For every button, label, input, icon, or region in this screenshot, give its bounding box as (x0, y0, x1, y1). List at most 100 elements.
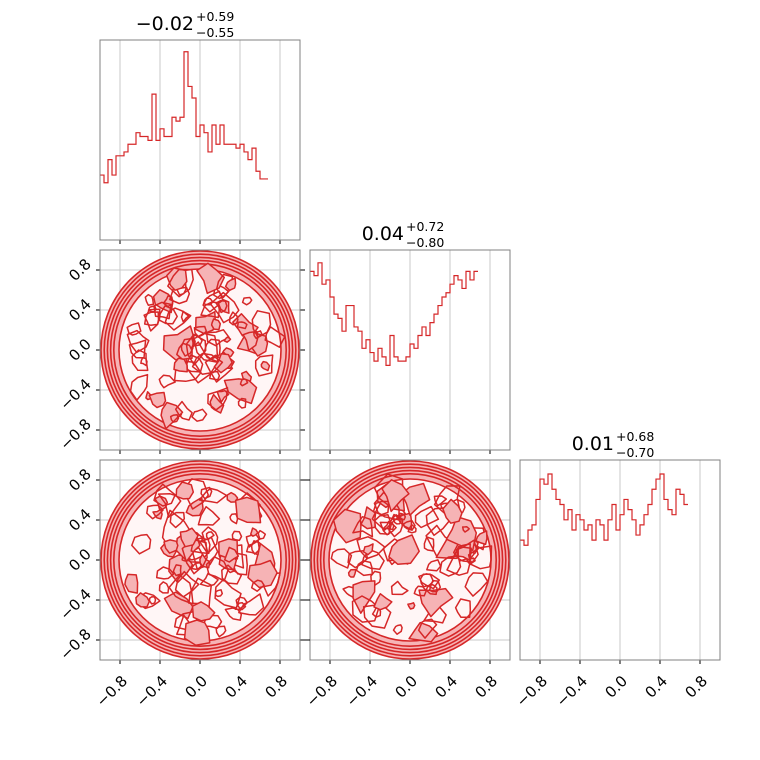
contour-loop (155, 566, 175, 580)
contour-loop (197, 505, 221, 526)
x-tick-label: 0.8 (261, 672, 291, 702)
contour-loop (198, 487, 228, 504)
contour-loop (388, 534, 420, 565)
contour-loop (168, 574, 194, 605)
contour-ring (109, 259, 291, 441)
contour-loop (135, 592, 151, 608)
y-tick-label: −0.8 (56, 625, 94, 663)
contour-loop (158, 374, 176, 389)
panel-title-lower: −0.55 (196, 25, 234, 40)
x-tick-label: 0.4 (221, 672, 251, 702)
contour-loop (205, 329, 230, 347)
y-tick-label: 0.0 (65, 545, 95, 575)
contour-loop (442, 498, 463, 524)
contour-ring (100, 250, 300, 450)
contour-loop (174, 400, 193, 421)
histogram-param-2 (310, 262, 478, 366)
contour-loop (425, 583, 438, 596)
y-tick-label: 0.4 (65, 295, 95, 325)
contour-loop (370, 570, 382, 587)
contour-loop (143, 311, 160, 332)
contour-loop (236, 321, 248, 330)
contour-loop (201, 526, 219, 554)
contour-loop (417, 618, 438, 639)
contour-loop (215, 299, 228, 314)
contour-loop (461, 526, 470, 533)
contour-loop (249, 527, 259, 537)
x-tick-label: 0.4 (431, 672, 461, 702)
contour-loop (361, 549, 385, 571)
contour-loop (226, 491, 239, 503)
x-tick-label: −0.8 (513, 672, 551, 710)
contour-loop (202, 290, 225, 313)
panel-frame (99, 249, 301, 451)
contour-loop (191, 601, 216, 622)
contour-loop (129, 373, 149, 401)
contour-loop (181, 538, 208, 575)
panel-frame (99, 39, 301, 241)
contour-loop (126, 329, 150, 354)
contour-loop (205, 556, 229, 582)
contour-loop (418, 587, 454, 618)
contour-loop (221, 564, 243, 585)
contour-loop (408, 621, 439, 643)
contour-loop (191, 352, 224, 375)
y-tick-label: 0.8 (65, 255, 95, 285)
contour-loop (209, 291, 240, 324)
contour-loop (433, 495, 448, 507)
x-tick-label: 0.4 (641, 672, 671, 702)
contour-loop (153, 301, 173, 320)
panel-title-upper: +0.72 (406, 219, 444, 234)
contour-loop (124, 573, 139, 594)
contour-loop (193, 325, 208, 338)
contour-loop (238, 593, 265, 616)
contour-loop (260, 360, 271, 372)
contour-loop (237, 397, 247, 409)
contour-loop (190, 333, 203, 347)
x-tick-label: 0.0 (601, 672, 631, 702)
panel-title-upper: +0.59 (196, 9, 234, 24)
x-tick-label: −0.4 (553, 672, 591, 710)
contour-loop (200, 486, 213, 500)
contour-loop (454, 598, 472, 619)
contour-panel-r2c0 (100, 460, 300, 660)
contour-ring (316, 466, 504, 654)
contour-loop (153, 483, 176, 507)
x-tick-label: 0.0 (391, 672, 421, 702)
panel-frame (99, 459, 301, 661)
contour-ring (310, 460, 510, 660)
contour-loop (241, 296, 253, 306)
contour-loop (402, 519, 416, 531)
x-tick-label: −0.8 (93, 672, 131, 710)
contour-loop (183, 619, 211, 646)
panel-title-value: 0.04 (362, 223, 404, 245)
contour-loop (209, 370, 221, 381)
contour-ring (113, 262, 287, 437)
contour-ring (322, 472, 497, 647)
panel-axes-r1c1 (300, 249, 511, 454)
x-tick-label: 0.0 (181, 672, 211, 702)
contour-loop (229, 513, 239, 525)
contour-loop (250, 579, 265, 592)
contour-loop (164, 307, 192, 331)
contour-loop (253, 330, 263, 340)
contour-loop (172, 564, 182, 577)
contour-loop (167, 268, 194, 298)
panel-title-lower: −0.70 (616, 445, 654, 460)
contour-loop (426, 559, 442, 572)
contour-loop (330, 548, 353, 569)
contour-loop (213, 353, 233, 374)
contour-loop (245, 540, 260, 556)
contour-loop (175, 481, 195, 500)
contour-loop (414, 505, 440, 529)
contour-loop (179, 527, 199, 548)
contour-loop (215, 273, 234, 299)
contour-loop (131, 533, 152, 555)
x-tick-label: −0.4 (343, 672, 381, 710)
contour-loop (372, 500, 390, 516)
contour-loop (214, 589, 224, 598)
x-tick-label: −0.4 (133, 672, 171, 710)
contour-loop (140, 356, 148, 367)
contour-loop (194, 311, 217, 335)
contour-loop (373, 593, 393, 611)
